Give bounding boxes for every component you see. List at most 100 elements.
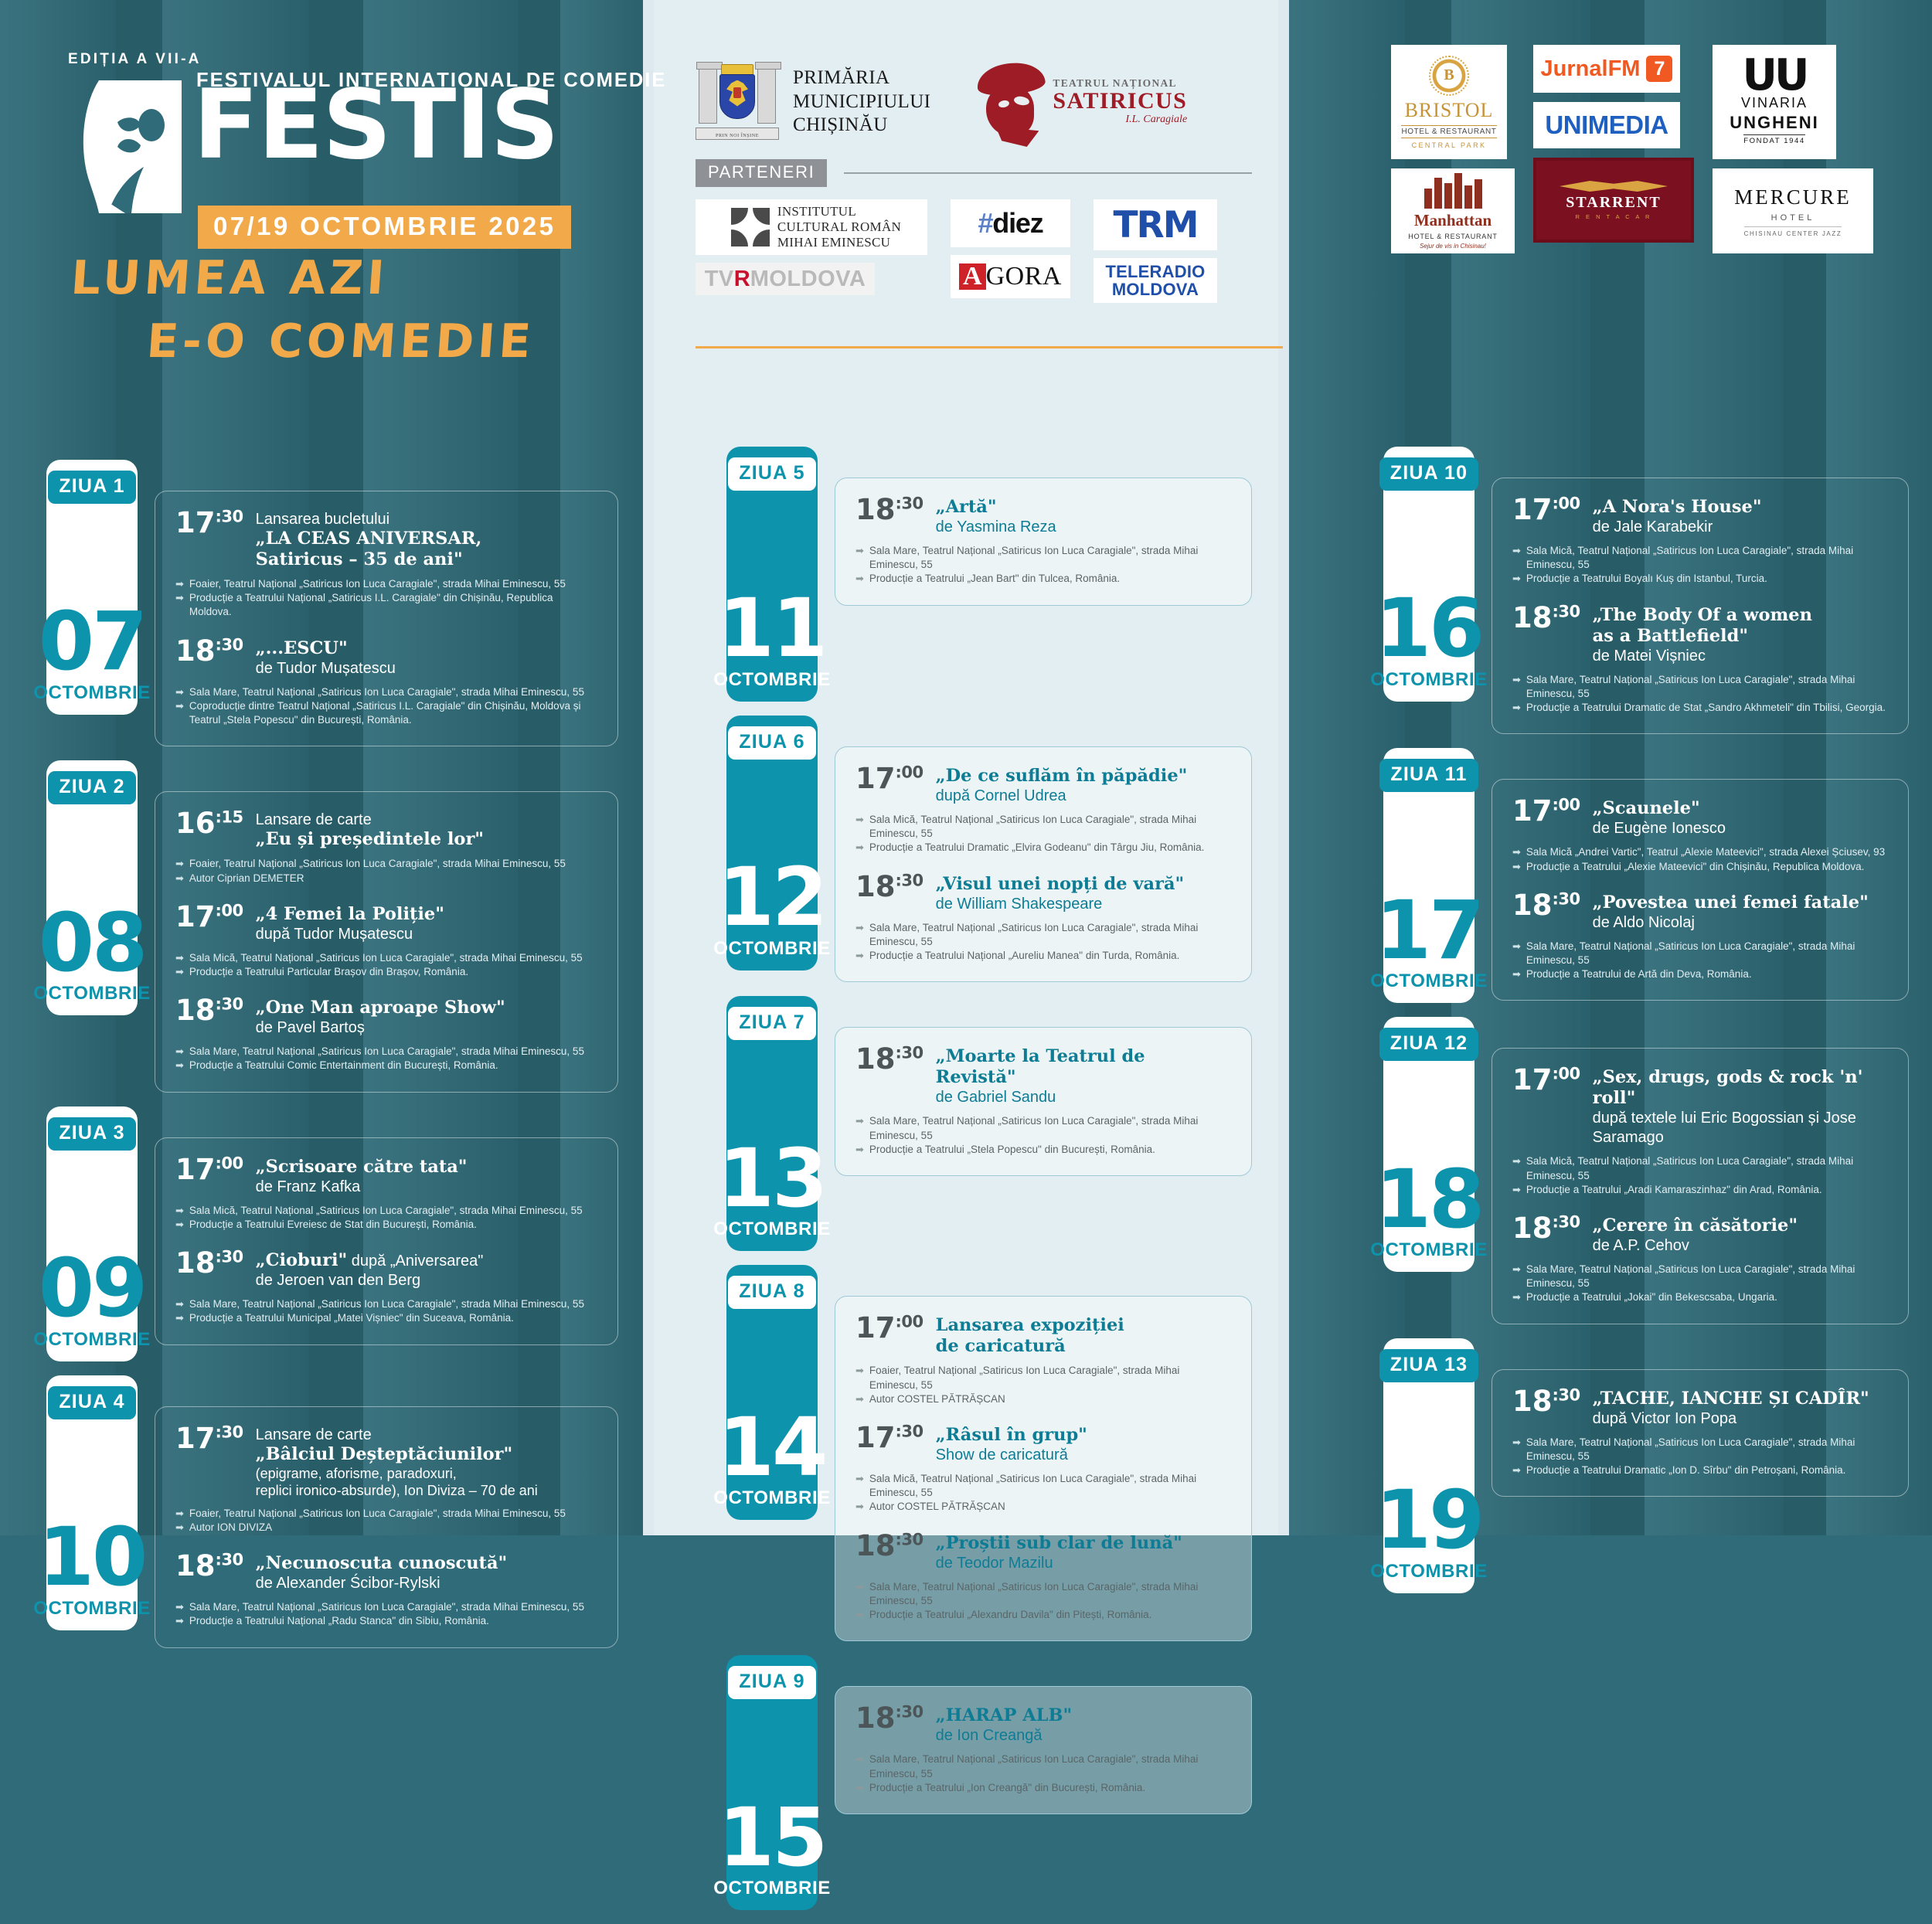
primaria-line-1: PRIMĂRIA xyxy=(793,67,890,89)
event-meta-list: ➡ Foaier, Teatrul Național „Satiricus Ion… xyxy=(855,1364,1231,1406)
arrow-icon: ➡ xyxy=(1512,860,1521,872)
manhattan-subtitle: HOTEL & RESTAURANT xyxy=(1408,232,1498,240)
event-item[interactable]: 17:00 Lansarea expoziției de caricatură ➡ Fo… xyxy=(855,1314,1231,1406)
tvr-r: R xyxy=(733,266,750,291)
arrow-icon: ➡ xyxy=(175,1521,184,1533)
arrow-icon: ➡ xyxy=(855,814,864,825)
date-card[interactable]: ZIUA 6 12 OCTOMBRIE xyxy=(713,716,830,970)
date-card[interactable]: ZIUA 1 07 OCTOMBRIE xyxy=(33,460,150,715)
event-title: „...ESCU" xyxy=(255,637,348,658)
logo-starrent: STARRENT R E N T A C A R xyxy=(1533,158,1694,243)
logo-jurnal-fm: JurnalFM 7 xyxy=(1533,45,1680,93)
events-panel: 17:00 „Sex, drugs, gods & rock 'n' roll" d… xyxy=(1492,1048,1909,1324)
event-item[interactable]: 17:00 „4 Femei la Poliție" după Tudor Mușa… xyxy=(175,903,597,979)
event-meta-list: ➡ Sala Mare, Teatrul Național „Satiricus … xyxy=(855,1580,1231,1623)
event-meta-text: Producție a Teatrului Național „Aureliu … xyxy=(869,950,1180,962)
event-meta-text: Sala Mare, Teatrul Național „Satiricus I… xyxy=(1526,673,1855,699)
event-item[interactable]: 17:30 „Râsul în grup" Show de caricatură ➡ S… xyxy=(855,1423,1231,1514)
event-item[interactable]: 18:30 „Cioburi" după „Aniversarea" de Jero… xyxy=(175,1249,597,1325)
event-meta-item: ➡ Producție a Teatrului Național „Aureliu… xyxy=(855,949,1231,963)
day-badge: ZIUA 4 xyxy=(48,1385,136,1419)
events-panel: 17:30 Lansarea bucletului „LA CEAS ANIVERS… xyxy=(155,491,618,747)
event-meta-item: ➡ Sala Mică „Andrei Vartic", Teatrul „Ale… xyxy=(1512,845,1888,859)
event-meta-text: Producție a Teatrului Dramatic „Elvira G… xyxy=(869,841,1205,854)
event-item[interactable]: 18:30 „Artă" de Yasmina Reza ➡ Sala Mare, Te… xyxy=(855,495,1231,586)
event-item[interactable]: 16:15 Lansare de carte „Eu și președintele… xyxy=(175,809,597,885)
event-meta-list: ➡ Sala Mare, Teatrul Național „Satiricus … xyxy=(1512,1263,1888,1305)
day-number: 07 xyxy=(38,594,148,689)
date-card[interactable]: ZIUA 10 16 OCTOMBRIE xyxy=(1370,447,1487,702)
event-item[interactable]: 17:30 Lansare de carte „Bâlciul Deșteptăci… xyxy=(175,1424,597,1535)
event-item[interactable]: 18:30 „HARAP ALB" de Ion Creangă ➡ Sala Mare… xyxy=(855,1704,1231,1795)
event-item[interactable]: 18:30 „TACHE, IANCHE ȘI CADÎR" după Victor… xyxy=(1512,1387,1888,1478)
date-card[interactable]: ZIUA 5 11 OCTOMBRIE xyxy=(713,447,830,702)
date-card[interactable]: ZIUA 11 17 OCTOMBRIE xyxy=(1370,748,1487,1004)
month-label: OCTOMBRIE xyxy=(33,1328,151,1350)
event-item[interactable]: 18:30 „Necunoscuta cunoscută" de Alexander… xyxy=(175,1552,597,1628)
arrow-icon: ➡ xyxy=(855,573,864,585)
tvr-prefix: TV xyxy=(704,266,734,291)
event-meta-item: ➡ Sala Mică, Teatrul Național „Satiricus … xyxy=(855,813,1231,841)
date-card[interactable]: ZIUA 9 15 OCTOMBRIE xyxy=(713,1655,830,1911)
date-card[interactable]: ZIUA 13 19 OCTOMBRIE xyxy=(1370,1338,1487,1593)
event-time: 17:00 xyxy=(855,762,923,795)
event-time: 18:30 xyxy=(1512,888,1580,922)
satiricus-face-icon xyxy=(975,59,1047,147)
event-item[interactable]: 18:30 „The Body Of a women as a Battlefiel… xyxy=(1512,603,1888,716)
date-card[interactable]: ZIUA 7 13 OCTOMBRIE xyxy=(713,996,830,1252)
event-meta-item: ➡ Foaier, Teatrul Național „Satiricus Ion… xyxy=(175,857,597,871)
event-item[interactable]: 18:30 „Visul unei nopți de vară" de Willia… xyxy=(855,872,1231,964)
event-author: de Gabriel Sandu xyxy=(935,1089,1056,1106)
event-meta-list: ➡ Sala Mică, Teatrul Național „Satiricus … xyxy=(175,1204,597,1232)
event-meta-item: ➡ Autor ION DIVIZA xyxy=(175,1521,597,1535)
event-item[interactable]: 18:30 „Moarte la Teatrul de Revistă" de Ga… xyxy=(855,1045,1231,1157)
date-card[interactable]: ZIUA 12 18 OCTOMBRIE xyxy=(1370,1017,1487,1273)
event-pretitle: Lansare de carte xyxy=(255,811,372,829)
month-label: OCTOMBRIE xyxy=(1370,1239,1488,1261)
icr-line-3: MIHAI EMINESCU xyxy=(777,235,891,250)
events-panel: 17:00 „Scrisoare către tata" de Franz Kafk… xyxy=(155,1137,618,1345)
event-meta-text: Sala Mare, Teatrul Național „Satiricus I… xyxy=(869,1753,1199,1780)
month-label: OCTOMBRIE xyxy=(1370,970,1488,992)
event-item[interactable]: 17:00 „De ce suflăm în păpădie" după Corne… xyxy=(855,764,1231,855)
icr-mark-icon xyxy=(730,208,770,246)
event-meta-list: ➡ Sala Mică, Teatrul Național „Satiricus … xyxy=(175,951,597,979)
event-item[interactable]: 18:30 „One Man aproape Show" de Pavel Bart… xyxy=(175,996,597,1072)
event-item[interactable]: 18:30 „...ESCU" de Tudor Mușatescu ➡ Sala Ma… xyxy=(175,637,597,728)
arrow-icon: ➡ xyxy=(855,1365,864,1377)
event-time: 16:15 xyxy=(175,807,243,841)
event-item[interactable]: 17:00 „Scrisoare către tata" de Franz Kafk… xyxy=(175,1155,597,1232)
event-item[interactable]: 18:30 „Proștii sub clar de lună" de Teodor… xyxy=(855,1531,1231,1623)
day-badge: ZIUA 5 xyxy=(728,457,816,491)
event-meta-text: Producție a Teatrului Național „Radu Sta… xyxy=(189,1615,489,1627)
event-meta-text: Sala Mică, Teatrul Național „Satiricus I… xyxy=(1526,1155,1854,1181)
event-time: 17:30 xyxy=(175,1421,243,1455)
event-meta-item: ➡ Producție a Teatrului Dramatic „Elvira … xyxy=(855,841,1231,855)
event-meta-item: ➡ Sala Mică, Teatrul Național „Satiricus … xyxy=(175,1204,597,1218)
event-title: „Cerere în căsătorie" xyxy=(1592,1215,1798,1236)
festival-dates: 07/19 OCTOMBRIE 2025 xyxy=(198,206,572,249)
day-block: ZIUA 6 12 OCTOMBRIE 17:00 „De ce suflăm în p… xyxy=(713,716,1252,983)
date-card[interactable]: ZIUA 2 08 OCTOMBRIE xyxy=(33,760,150,1016)
manhattan-slogan: Sejur de vis in Chisinau! xyxy=(1420,242,1486,250)
schedule-column-left: ZIUA 1 07 OCTOMBRIE 17:30 Lansarea bucletulu… xyxy=(33,460,618,1662)
manhattan-name: Manhattan xyxy=(1413,210,1492,229)
primaria-line-3: CHIȘINĂU xyxy=(793,114,888,136)
events-panel: 17:00 „Scaunele" de Eugène Ionesco ➡ Sala Mi… xyxy=(1492,779,1909,1001)
chisinau-coat-of-arms-icon: PRIN NOI ÎNȘINE xyxy=(696,61,781,143)
event-item[interactable]: 17:00 „A Nora's House" de Jale Karabekir ➡ S… xyxy=(1512,495,1888,586)
event-item[interactable]: 17:30 Lansarea bucletului „LA CEAS ANIVERS… xyxy=(175,508,597,620)
event-time: 18:30 xyxy=(855,869,923,903)
date-card[interactable]: ZIUA 3 09 OCTOMBRIE xyxy=(33,1106,150,1361)
bristol-sun-icon: B xyxy=(1429,55,1469,96)
event-item[interactable]: 17:00 „Sex, drugs, gods & rock 'n' roll" d… xyxy=(1512,1066,1888,1197)
day-badge: ZIUA 10 xyxy=(1379,457,1479,491)
arrow-icon: ➡ xyxy=(175,1059,184,1072)
date-card[interactable]: ZIUA 8 14 OCTOMBRIE xyxy=(713,1265,830,1521)
event-item[interactable]: 18:30 „Povestea unei femei fatale" de Aldo… xyxy=(1512,891,1888,982)
event-item[interactable]: 17:00 „Scaunele" de Eugène Ionesco ➡ Sala Mi… xyxy=(1512,797,1888,873)
event-item[interactable]: 18:30 „Cerere în căsătorie" de A.P. Cehov ➡… xyxy=(1512,1214,1888,1305)
date-card[interactable]: ZIUA 4 10 OCTOMBRIE xyxy=(33,1375,150,1630)
event-meta-item: ➡ Producție a Teatrului „Alexandru Davila… xyxy=(855,1608,1231,1622)
arrow-icon: ➡ xyxy=(855,841,864,854)
